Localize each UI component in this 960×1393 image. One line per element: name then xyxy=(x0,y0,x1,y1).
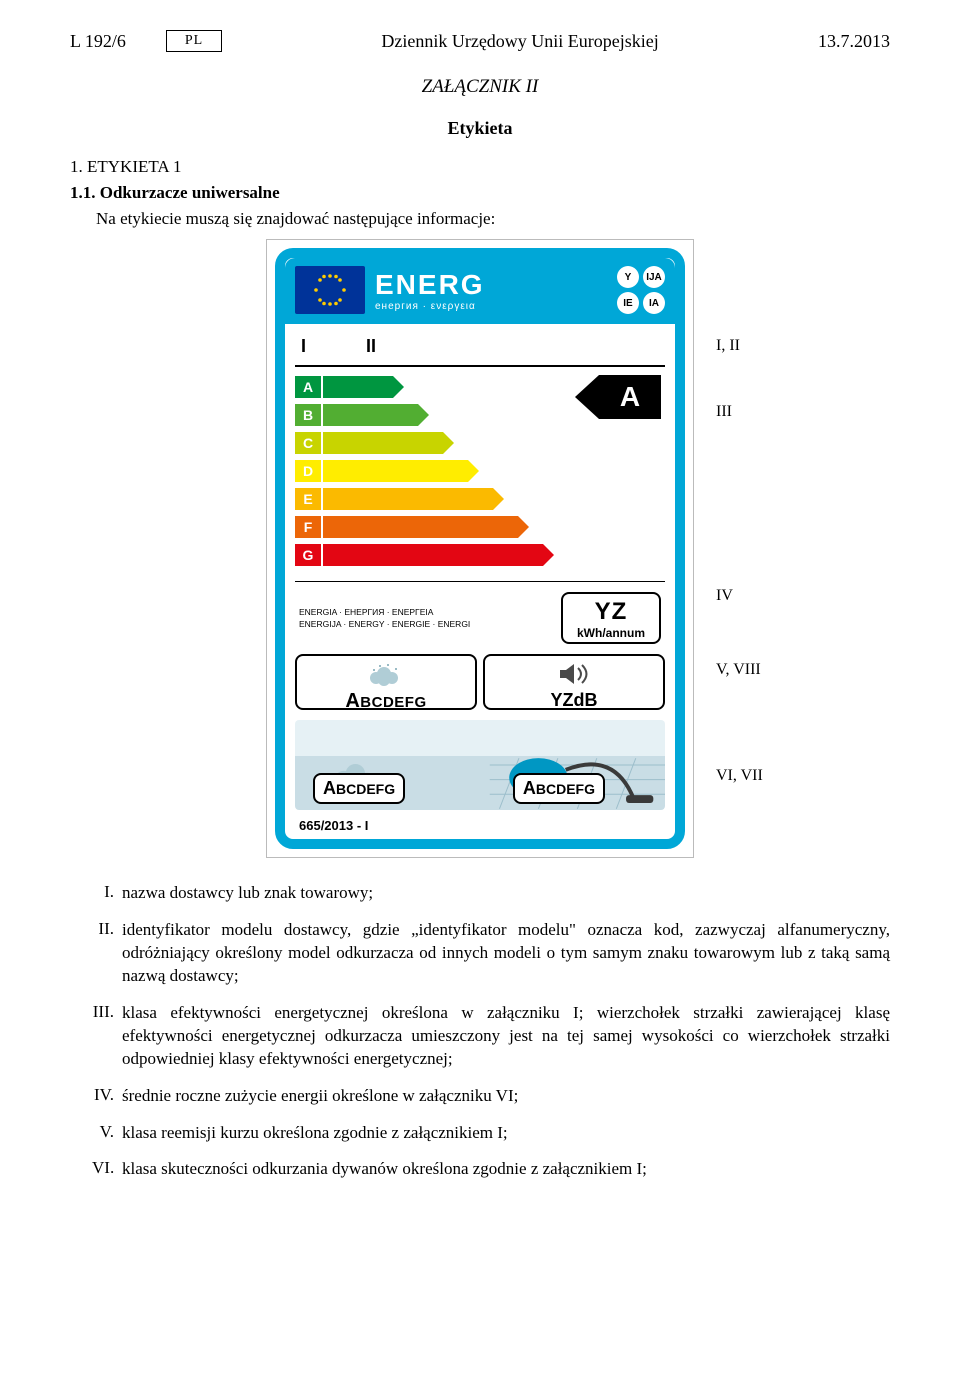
bar-shape xyxy=(323,460,468,482)
badge: IJA xyxy=(643,266,665,288)
item-text: klasa efektywności energetycznej określo… xyxy=(122,1002,890,1071)
class-letter-box: E xyxy=(295,488,321,510)
product-class-arrow: A xyxy=(575,375,661,419)
header-left: L 192/6 PL xyxy=(70,30,222,52)
class-letter-box: G xyxy=(295,544,321,566)
item-num: VI. xyxy=(92,1158,122,1181)
item-num: IV. xyxy=(92,1085,122,1108)
section-1: 1. ETYKIETA 1 xyxy=(70,157,890,177)
noise-value: YZdB xyxy=(491,690,657,711)
bar-shape xyxy=(323,376,393,398)
page-header: L 192/6 PL Dziennik Urzędowy Unii Europe… xyxy=(70,30,890,52)
badge: IA xyxy=(643,292,665,314)
item-text: identyfikator modelu dostawcy, gdzie „id… xyxy=(122,919,890,988)
speaker-icon xyxy=(554,660,594,688)
figure-with-annotations: ENERG енергия · ενεργεια Y IJA IE IA xyxy=(266,239,694,858)
list-item: IV.średnie roczne zużycie energii określ… xyxy=(92,1085,890,1108)
item-num: V. xyxy=(92,1122,122,1145)
label-header: ENERG енергия · ενεργεια Y IJA IE IA xyxy=(285,258,675,324)
eu-flag-icon xyxy=(295,266,365,314)
divider xyxy=(295,581,665,582)
header-date: 13.7.2013 xyxy=(818,31,890,52)
item-text: klasa skuteczności odkurzania dywanów ok… xyxy=(122,1158,890,1181)
noise-box: YZdB xyxy=(483,654,665,710)
supplier-row: I II xyxy=(295,332,665,367)
kwh-box: YZ kWh/annum xyxy=(561,592,661,644)
item-num: I. xyxy=(92,882,122,905)
energia-line: ENERGIJA · ENERGY · ENERGIE · ENERGI xyxy=(299,618,470,630)
page-reference: L 192/6 xyxy=(70,31,126,52)
page: L 192/6 PL Dziennik Urzędowy Unii Europe… xyxy=(0,0,960,1393)
arrow-tri-icon xyxy=(575,375,599,419)
class-letter-box: D xyxy=(295,460,321,482)
energ-title-block: ENERG енергия · ενεργεια xyxy=(375,269,607,312)
figure-wrapper: ENERG енергия · ενεργεια Y IJA IE IA xyxy=(70,239,890,858)
kwh-value: YZ xyxy=(577,598,645,626)
vacuum-scene: ABCDEFG ABCDEFG xyxy=(295,720,665,810)
energia-multilang: ENERGIA · ЕНЕРГИЯ · ΕΝΕΡΓΕΙΑ ENERGIJA · … xyxy=(299,606,470,630)
efficiency-bar: G xyxy=(295,543,665,567)
badge: Y xyxy=(617,266,639,288)
efficiency-bars: ABCDEFG A xyxy=(295,367,665,575)
bar-shape xyxy=(323,432,443,454)
section-heading: Etykieta xyxy=(70,118,890,139)
supplier-model: II xyxy=(366,336,376,357)
energia-line: ENERGIA · ЕНЕРГИЯ · ΕΝΕΡΓΕΙΑ xyxy=(299,606,470,618)
efficiency-bar: E xyxy=(295,487,665,511)
energy-label: ENERG енергия · ενεργεια Y IJA IE IA xyxy=(275,248,685,849)
list-item: VI.klasa skuteczności odkurzania dywanów… xyxy=(92,1158,890,1181)
section-1-1: 1.1. Odkurzacze uniwersalne xyxy=(70,183,890,203)
kwh-unit: kWh/annum xyxy=(577,626,645,640)
dust-reemission-box: ABCDEFG xyxy=(295,654,477,710)
efficiency-bar: C xyxy=(295,431,665,455)
bar-shape xyxy=(323,516,518,538)
list-item: I.nazwa dostawcy lub znak towarowy; xyxy=(92,882,890,905)
class-letter-box: C xyxy=(295,432,321,454)
annotation: V, VIII xyxy=(716,661,761,679)
energia-row: ENERGIA · ЕНЕРГИЯ · ΕΝΕΡΓΕΙΑ ENERGIJA · … xyxy=(295,588,665,644)
language-badges: Y IJA IE IA xyxy=(617,266,665,314)
supplier-name: I xyxy=(301,336,306,357)
item-num: III. xyxy=(92,1002,122,1071)
class-letter-box: B xyxy=(295,404,321,426)
list-item: III.klasa efektywności energetycznej okr… xyxy=(92,1002,890,1071)
bar-shape xyxy=(323,404,418,426)
class-letter-box: A xyxy=(295,376,321,398)
journal-title: Dziennik Urzędowy Unii Europejskiej xyxy=(222,31,818,52)
item-text: średnie roczne zużycie energii określone… xyxy=(122,1085,890,1108)
subclass-boxes: ABCDEFG YZdB xyxy=(295,654,665,710)
class-letters: ABCDEFG xyxy=(303,690,469,713)
annotation: VI, VII xyxy=(716,767,763,785)
eu-stars-icon xyxy=(295,266,365,314)
lead-text: Na etykiecie muszą się znajdować następu… xyxy=(96,209,890,229)
energ-subtitle: енергия · ενεργεια xyxy=(375,301,607,312)
bar-shape xyxy=(323,488,493,510)
annex-title: ZAŁĄCZNIK II xyxy=(70,76,890,98)
list-item: II.identyfikator modelu dostawcy, gdzie … xyxy=(92,919,890,988)
efficiency-bar: F xyxy=(295,515,665,539)
annotation: III xyxy=(716,403,732,421)
bar-shape xyxy=(323,544,543,566)
class-letter-box: F xyxy=(295,516,321,538)
item-num: II. xyxy=(92,919,122,988)
product-class-letter: A xyxy=(599,375,661,419)
efficiency-bar: D xyxy=(295,459,665,483)
list-item: V.klasa reemisji kurzu określona zgodnie… xyxy=(92,1122,890,1145)
item-text: klasa reemisji kurzu określona zgodnie z… xyxy=(122,1122,890,1145)
badge: IE xyxy=(617,292,639,314)
roman-list: I.nazwa dostawcy lub znak towarowy; II.i… xyxy=(92,882,890,1181)
annotation: IV xyxy=(716,587,733,605)
carpet-class-box: ABCDEFG xyxy=(313,773,405,804)
energy-label-frame: ENERG енергия · ενεργεια Y IJA IE IA xyxy=(266,239,694,858)
annotation: I, II xyxy=(716,337,740,355)
item-text: nazwa dostawcy lub znak towarowy; xyxy=(122,882,890,905)
hardfloor-class-box: ABCDEFG xyxy=(513,773,605,804)
language-box: PL xyxy=(166,30,222,52)
energ-word: ENERG xyxy=(375,269,607,301)
dust-cloud-icon xyxy=(366,660,406,688)
regulation-number: 665/2013 - I xyxy=(295,810,665,833)
